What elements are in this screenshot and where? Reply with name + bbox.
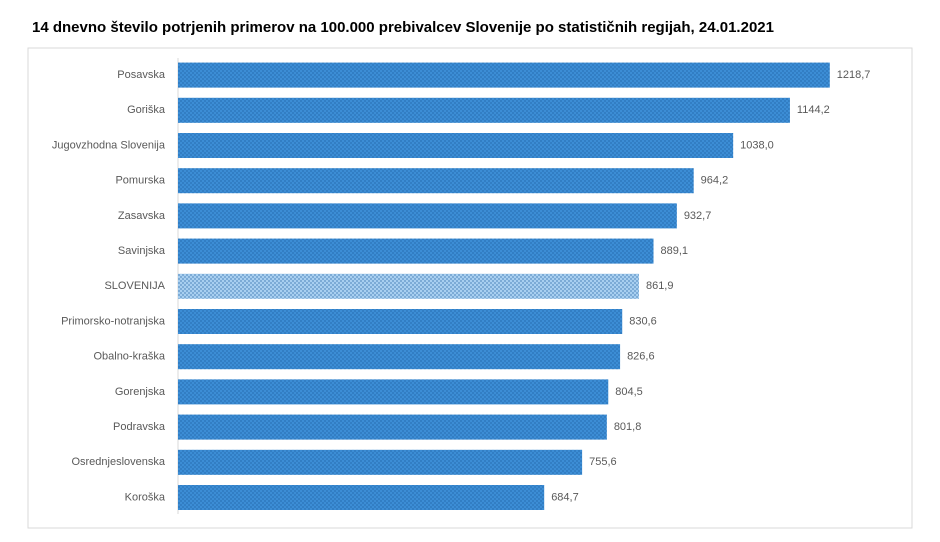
value-label: 964,2 [701,175,729,187]
category-label: Jugovzhodna Slovenija [52,139,166,151]
bar [178,485,545,510]
bar [178,379,609,405]
bar [178,414,607,440]
bar [178,62,830,88]
bar [178,168,694,194]
value-label: 932,7 [684,210,712,222]
bar [178,449,583,475]
category-label: Primorsko-notranjska [61,315,166,327]
value-label: 826,6 [627,351,655,363]
value-label: 1144,2 [797,104,830,116]
bar [178,133,734,158]
category-label: Osrednjeslovenska [71,456,165,468]
category-label: Gorenjska [115,386,166,398]
value-label: 861,9 [646,280,674,292]
bar [178,97,790,123]
value-label: 804,5 [615,386,643,398]
value-label: 889,1 [661,245,689,257]
category-label: Posavska [117,69,166,81]
bar [178,273,639,299]
bar [178,238,654,264]
value-label: 684,7 [551,491,579,503]
value-label: 1038,0 [740,139,774,151]
category-label: Koroška [125,491,166,503]
value-label: 755,6 [589,456,617,468]
bar [178,309,623,334]
value-label: 830,6 [629,315,657,327]
value-label: 1218,7 [837,69,871,81]
category-label: Obalno-kraška [93,351,165,363]
category-label: Savinjska [118,245,166,257]
chart-title: 14 dnevno število potrjenih primerov na … [32,19,774,36]
plot-frame [27,47,913,529]
category-label: SLOVENIJA [104,280,165,292]
category-label: Goriška [127,104,166,116]
value-label: 801,8 [614,421,642,433]
bar [178,203,677,229]
category-label: Zasavska [118,210,166,222]
category-label: Pomurska [115,175,165,187]
category-label: Podravska [113,421,166,433]
bar [178,344,621,370]
